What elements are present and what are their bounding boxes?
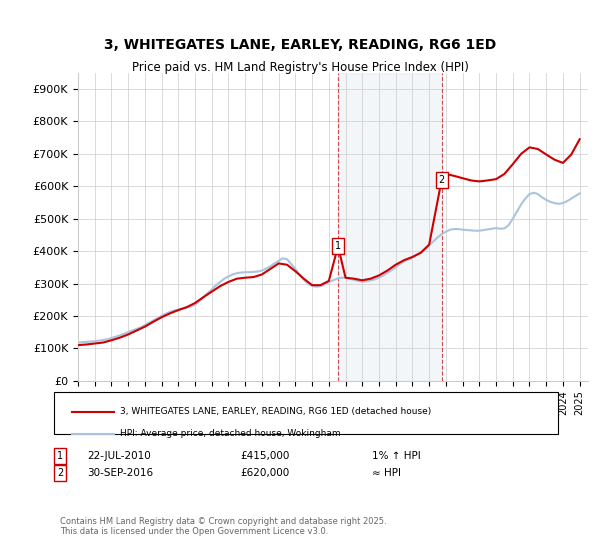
Text: 1: 1 bbox=[335, 241, 341, 251]
Text: ≈ HPI: ≈ HPI bbox=[372, 468, 401, 478]
Text: 1: 1 bbox=[57, 451, 63, 461]
Text: £415,000: £415,000 bbox=[240, 451, 289, 461]
Text: 22-JUL-2010: 22-JUL-2010 bbox=[87, 451, 151, 461]
Text: HPI: Average price, detached house, Wokingham: HPI: Average price, detached house, Woki… bbox=[120, 430, 341, 438]
Text: 3, WHITEGATES LANE, EARLEY, READING, RG6 1ED: 3, WHITEGATES LANE, EARLEY, READING, RG6… bbox=[104, 38, 496, 52]
Text: 1% ↑ HPI: 1% ↑ HPI bbox=[372, 451, 421, 461]
Bar bbox=[338, 73, 442, 381]
Text: 3, WHITEGATES LANE, EARLEY, READING, RG6 1ED (detached house): 3, WHITEGATES LANE, EARLEY, READING, RG6… bbox=[120, 407, 431, 416]
Text: £620,000: £620,000 bbox=[240, 468, 289, 478]
Text: 2: 2 bbox=[439, 175, 445, 185]
Text: Price paid vs. HM Land Registry's House Price Index (HPI): Price paid vs. HM Land Registry's House … bbox=[131, 60, 469, 74]
Text: Contains HM Land Registry data © Crown copyright and database right 2025.
This d: Contains HM Land Registry data © Crown c… bbox=[60, 517, 386, 536]
Text: 2: 2 bbox=[57, 468, 63, 478]
Text: 30-SEP-2016: 30-SEP-2016 bbox=[87, 468, 153, 478]
